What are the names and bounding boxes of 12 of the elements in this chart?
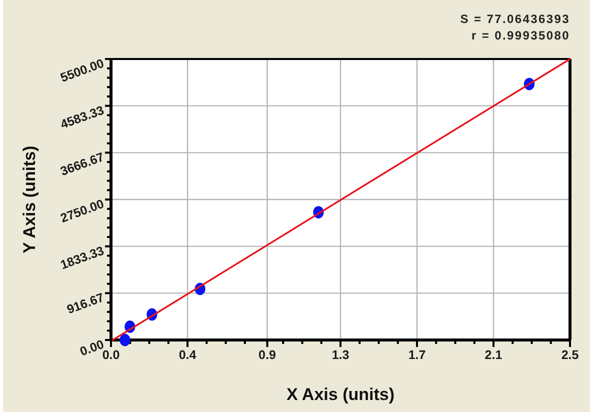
x-tick-label: 2.1 [484, 348, 502, 362]
x-tick-label: 2.5 [561, 348, 579, 362]
y-axis-title: Y Axis (units) [20, 146, 39, 254]
x-tick-label: 0.0 [102, 348, 120, 362]
x-tick-label: 1.3 [332, 348, 350, 362]
x-tick-label: 0.9 [258, 348, 276, 362]
x-tick-label: 0.4 [178, 348, 196, 362]
x-tick-label: 1.7 [408, 348, 426, 362]
y-tick-label: 916.67 [65, 290, 106, 317]
text: r = 0.99935080 [471, 28, 570, 42]
x-axis-title: X Axis (units) [286, 385, 394, 404]
text: S = 77.06436393 [460, 12, 570, 26]
